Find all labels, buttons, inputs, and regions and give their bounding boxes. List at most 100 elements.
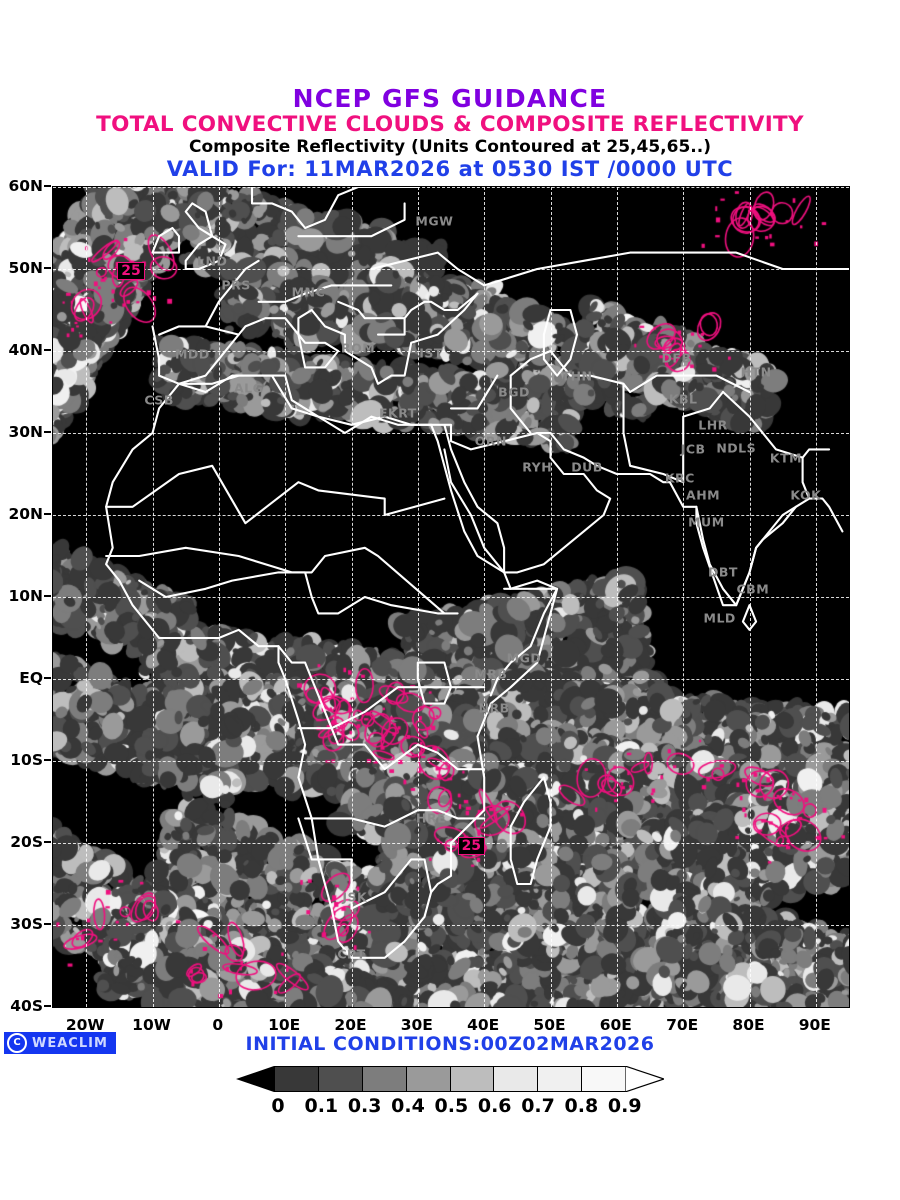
map-boundary <box>416 661 453 705</box>
city-label: MNC <box>291 284 326 300</box>
map-boundary <box>204 259 260 328</box>
colorbar-swatch <box>362 1066 407 1092</box>
lat-label: 40S <box>10 997 43 1015</box>
map-boundary <box>184 202 227 271</box>
map-boundary <box>430 423 612 574</box>
colorbar-tick-label: 0 <box>271 1095 285 1117</box>
badge-label: WEACLIM <box>32 1035 108 1051</box>
city-label: EKRT <box>379 405 417 420</box>
map-boundary <box>105 464 446 525</box>
city-label: MGW <box>415 213 454 229</box>
lat-tick <box>44 185 51 187</box>
map-boundary <box>449 374 499 410</box>
map-boundary <box>483 251 849 287</box>
city-label: DBT <box>707 564 738 580</box>
map-boundary <box>370 251 486 287</box>
city-label: LHR <box>698 417 728 433</box>
chart-title-block: NCEP GFS GUIDANCE TOTAL CONVECTIVE CLOUD… <box>0 86 900 181</box>
city-label: CPT <box>337 946 366 962</box>
lat-label: 10S <box>10 751 43 769</box>
copyright-icon: C <box>7 1033 27 1053</box>
city-label: RYH <box>522 459 553 475</box>
map-boundary <box>509 776 552 886</box>
colorbar-tick-label: 0.9 <box>607 1095 642 1117</box>
lon-label: 70E <box>666 1016 699 1034</box>
contour-value-label: 25 <box>457 836 486 855</box>
map-canvas: MGW LND PRS MNC MDD ROM IST THN BGD DFB HTN KBL CSB A… <box>52 186 850 1008</box>
map-boundary <box>721 390 831 459</box>
city-label: KOK <box>790 487 822 502</box>
map-boundary <box>443 448 506 574</box>
city-label: NRB <box>478 700 510 716</box>
lat-tick <box>44 1005 51 1007</box>
colorbar-swatch <box>582 1066 626 1092</box>
map-boundary <box>151 292 479 385</box>
map-boundary <box>337 300 406 320</box>
city-label: MLD <box>703 610 736 625</box>
city-label: DUB <box>571 459 603 475</box>
lon-label: 80E <box>732 1016 765 1034</box>
colorbar-swatch <box>406 1066 451 1092</box>
lon-label: 10E <box>268 1016 301 1034</box>
city-label: BGD <box>498 384 530 400</box>
city-label: KTM <box>769 450 803 466</box>
coastline-overlay <box>105 187 849 959</box>
map-boundary <box>105 546 446 615</box>
map-boundary <box>138 571 459 615</box>
lat-tick <box>44 841 51 843</box>
city-label: THN <box>561 368 593 384</box>
colorbar-tick-label: 0.6 <box>477 1095 512 1117</box>
lat-tick <box>44 267 51 269</box>
title-units: Composite Reflectivity (Units Contoured … <box>189 137 711 158</box>
lat-label: 30N <box>8 423 43 441</box>
title-model: NCEP GFS GUIDANCE <box>292 84 608 113</box>
city-label: DFB <box>661 350 692 366</box>
map-boundary <box>622 382 685 484</box>
city-label: MDD <box>174 346 210 362</box>
lat-tick <box>44 923 51 925</box>
lat-tick <box>44 759 51 761</box>
grid-parallel <box>53 1007 849 1008</box>
colorbar-swatch <box>274 1066 319 1092</box>
initial-conditions-text: INITIAL CONDITIONS:00Z02MAR2026 <box>245 1033 655 1055</box>
city-label: AHM <box>686 487 721 502</box>
lon-label: 50E <box>533 1016 566 1034</box>
lon-label: 20W <box>65 1016 105 1034</box>
colorbar: 0 0.1 0.3 0.4 0.5 0.6 0.7 0.8 0.9 <box>236 1066 664 1117</box>
map-plot-area: MGW LND PRS MNC MDD ROM IST THN BGD DFB HTN KBL CSB A… <box>8 177 850 1034</box>
city-label: MRB <box>474 666 508 682</box>
city-label: KBL <box>668 391 698 407</box>
lon-label: 10W <box>132 1016 171 1034</box>
weaclim-badge[interactable]: C WEACLIM <box>4 1032 116 1054</box>
lat-label: 40N <box>8 341 43 359</box>
colorbar-tick-label: 0.8 <box>564 1095 599 1117</box>
city-label: ALG <box>233 380 264 396</box>
lon-label: 40E <box>467 1016 500 1034</box>
title-valid-time: VALID For: 11MAR2026 at 0530 IST /0000 U… <box>166 157 734 182</box>
map-boundary <box>151 226 181 254</box>
map-boundary <box>277 645 486 771</box>
map-boundary <box>489 587 559 697</box>
map-boundary <box>250 187 420 230</box>
map-boundary <box>542 308 579 377</box>
map-boundary <box>695 505 797 607</box>
city-label: CSB <box>144 392 174 408</box>
lat-tick <box>44 595 51 597</box>
lon-label: 0 <box>212 1016 224 1034</box>
lat-label: EQ <box>19 669 43 687</box>
colorbar-swatch <box>450 1066 495 1092</box>
map-boundary <box>509 374 532 435</box>
lat-tick <box>44 677 51 679</box>
lat-label: 10N <box>8 587 43 605</box>
city-label: HTN <box>740 364 772 380</box>
colorbar-low-cap <box>236 1066 274 1092</box>
city-label: NDLS <box>716 440 757 456</box>
lon-label: 20E <box>334 1016 367 1034</box>
map-boundary <box>350 858 433 910</box>
colorbar-tick-label: 0.3 <box>347 1095 382 1117</box>
map-boundary <box>801 456 811 500</box>
colorbar-swatch <box>318 1066 363 1092</box>
map-boundary <box>741 604 758 631</box>
colorbar-tick-label: 0.1 <box>304 1095 339 1117</box>
